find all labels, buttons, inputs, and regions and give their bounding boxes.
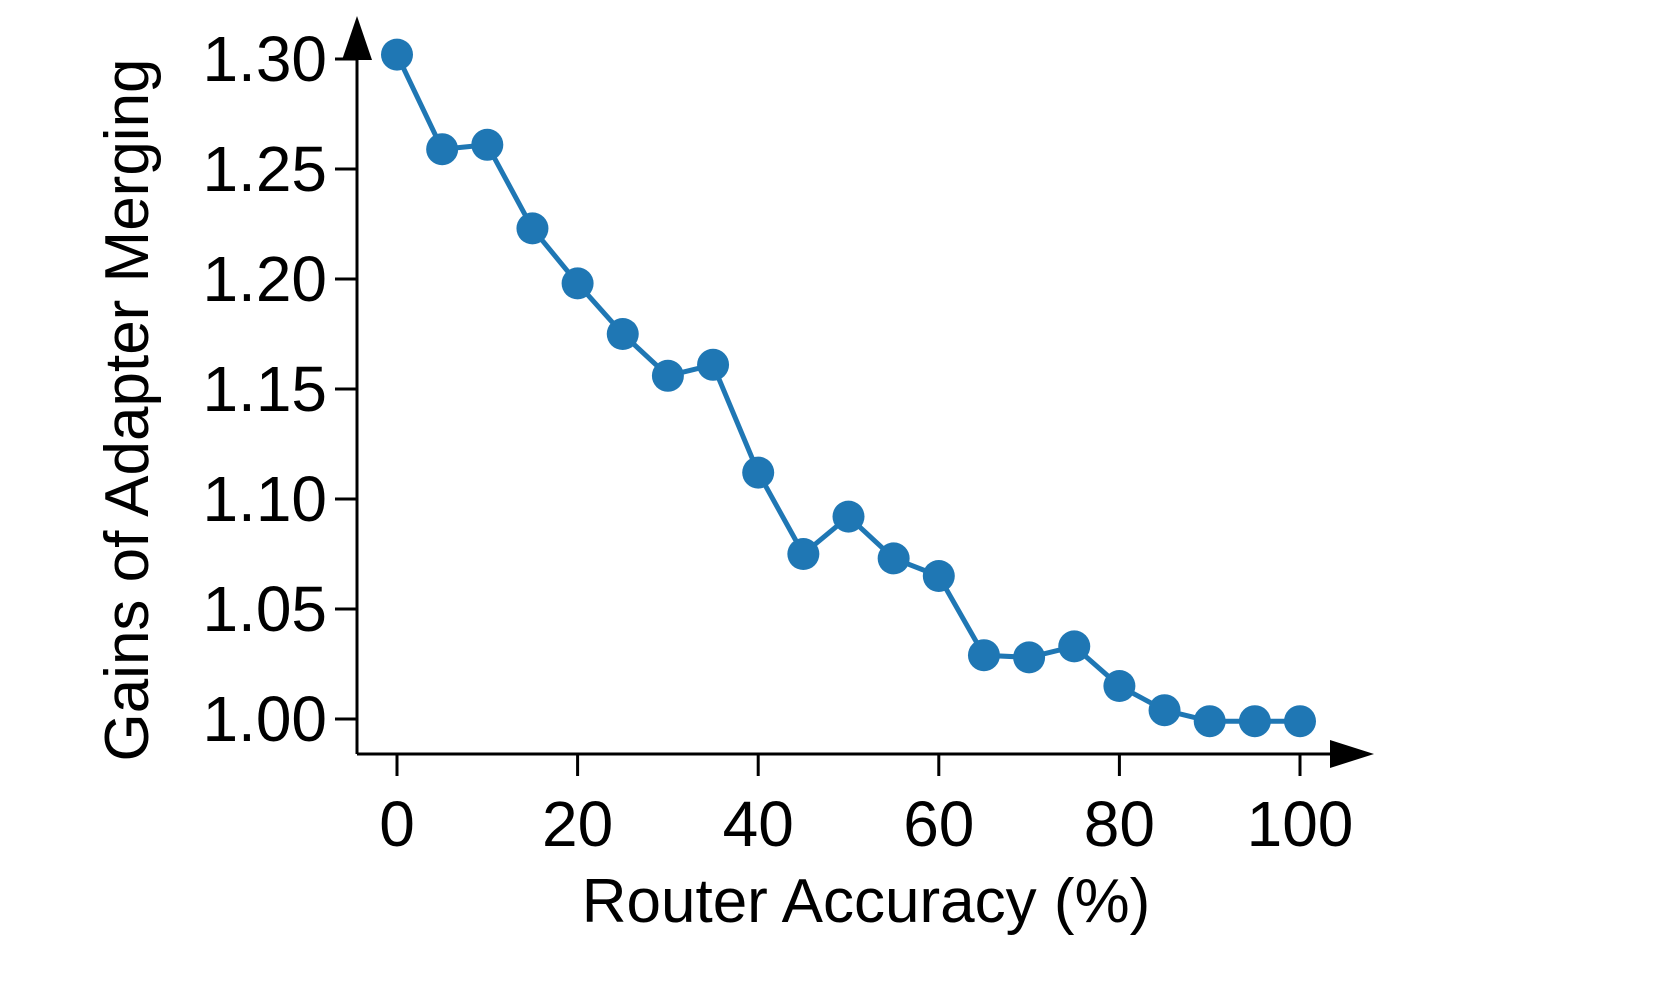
series [381, 38, 1316, 738]
x-tick-label: 20 [542, 788, 613, 860]
x-tick-label: 0 [379, 788, 415, 860]
y-tick-label: 1.25 [202, 133, 327, 205]
y-axis-arrow-icon [342, 16, 372, 60]
x-axis-label: Router Accuracy (%) [582, 867, 1151, 936]
data-point [426, 133, 459, 166]
data-point [922, 560, 955, 592]
y-tick-label: 1.00 [202, 683, 327, 755]
data-point [697, 348, 730, 381]
x-axis-arrow-icon [1330, 740, 1374, 768]
y-tick-label: 1.10 [202, 463, 327, 535]
x-tick-label: 40 [723, 788, 794, 860]
data-point [1193, 705, 1226, 738]
data-point [471, 128, 504, 161]
y-tick-label: 1.30 [202, 23, 327, 95]
series-line [394, 53, 1300, 724]
x-tick-label: 60 [903, 788, 974, 860]
data-point [1058, 630, 1091, 663]
y-axis-label: Gains of Adapter Merging [93, 58, 162, 761]
data-point [1103, 670, 1136, 702]
data-point [787, 538, 820, 570]
x-tick-label: 100 [1247, 788, 1354, 860]
ticks: 1.00 1.05 1.10 1.15 1.20 1.25 1.30 0 20 40 60 80 100 [202, 23, 1353, 860]
data-point [516, 212, 549, 245]
data-point [1013, 641, 1046, 674]
data-point [561, 267, 594, 300]
data-point [381, 38, 413, 71]
data-point [832, 500, 865, 533]
axes [342, 16, 1374, 768]
y-tick-label: 1.05 [202, 573, 327, 645]
data-point [1148, 694, 1181, 727]
data-point [967, 639, 1000, 672]
x-tick-label: 80 [1084, 788, 1155, 860]
data-point [1238, 705, 1271, 738]
data-point [606, 318, 639, 350]
y-tick-label: 1.20 [202, 243, 327, 315]
data-point [877, 542, 910, 575]
data-point [651, 359, 684, 392]
data-point [742, 456, 775, 489]
data-point [1284, 705, 1316, 738]
y-tick-label: 1.15 [202, 353, 327, 425]
